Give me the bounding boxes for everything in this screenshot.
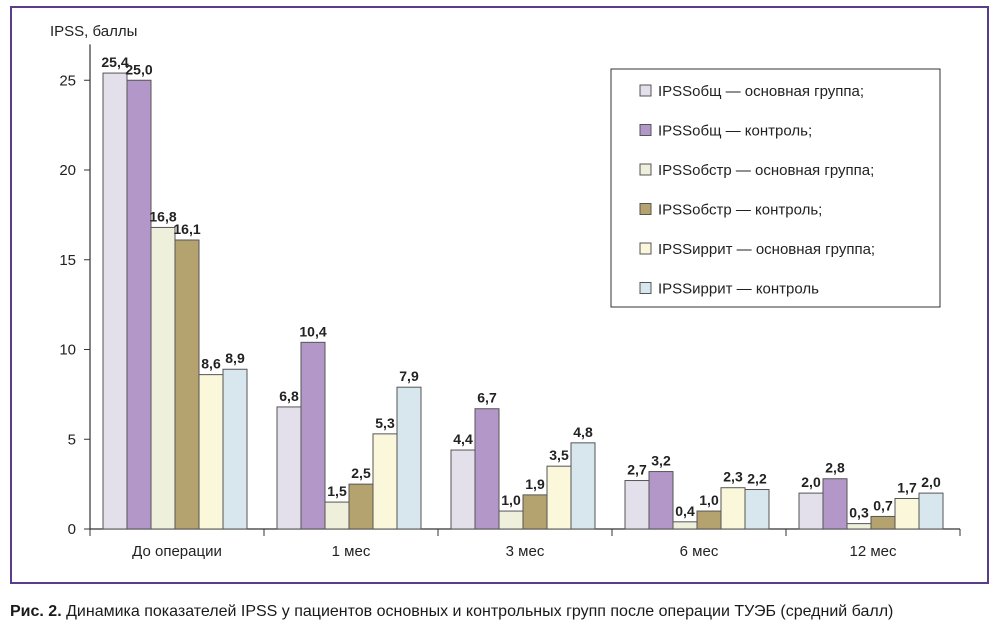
x-tick-label: 1 мес bbox=[332, 543, 371, 560]
bar bbox=[696, 510, 722, 530]
bar-value-label: 25,4 bbox=[101, 54, 128, 70]
bar-value-label: 4,4 bbox=[453, 431, 473, 447]
bar-chart: 0 5 10 15 20 25 IPSS, баллы До операции 1 мес 3 м… bbox=[50, 23, 961, 560]
x-tick-label: 3 мес bbox=[506, 543, 545, 560]
bar-value-label: 7,9 bbox=[399, 368, 419, 384]
bar bbox=[570, 442, 596, 530]
chart-data-labels: 25,425,0 16,816,1 8,6 8,9 6,8 10,4 1,52,5 5,3 7,… bbox=[101, 54, 941, 521]
bar bbox=[174, 239, 200, 530]
bar-value-label: 16,8 bbox=[149, 208, 176, 224]
bar bbox=[126, 79, 152, 530]
bar bbox=[546, 465, 572, 530]
bar-value-label: 0,7 bbox=[873, 497, 893, 513]
bar bbox=[720, 487, 746, 530]
bar-value-label: 4,8 bbox=[573, 424, 593, 440]
bar bbox=[744, 489, 770, 530]
y-tick-label: 20 bbox=[59, 162, 76, 179]
bar bbox=[198, 374, 224, 530]
legend-swatch bbox=[639, 242, 652, 255]
bar bbox=[276, 406, 302, 530]
bar bbox=[522, 494, 548, 530]
legend-swatch bbox=[639, 203, 652, 215]
legend-swatch bbox=[639, 124, 652, 136]
x-tick-label: 6 мес bbox=[680, 543, 719, 560]
bar bbox=[822, 478, 848, 530]
x-tick-label: До операции bbox=[132, 543, 222, 560]
y-tick-label: 15 bbox=[59, 252, 76, 269]
bar-value-label: 2,0 bbox=[801, 474, 821, 490]
bar-value-label: 10,4 bbox=[299, 323, 326, 339]
bar bbox=[918, 492, 944, 530]
legend-entry: IPSSобщ — основная группа; bbox=[658, 83, 864, 100]
bar-value-label: 2,0 bbox=[921, 474, 941, 490]
legend-swatch bbox=[639, 163, 652, 176]
bar bbox=[870, 515, 896, 530]
bar bbox=[624, 480, 650, 530]
bar bbox=[102, 72, 128, 530]
bar bbox=[348, 483, 374, 530]
y-axis-label: IPSS, баллы bbox=[50, 23, 137, 40]
y-tick-label: 10 bbox=[59, 342, 76, 359]
bar-value-label: 5,3 bbox=[375, 415, 395, 431]
bar-value-label: 1,7 bbox=[897, 479, 917, 495]
bar bbox=[450, 449, 476, 530]
y-tick-label: 0 bbox=[68, 521, 76, 538]
bar-value-label: 25,0 bbox=[125, 61, 152, 77]
bar-value-label: 2,2 bbox=[747, 471, 767, 487]
bar-value-label: 0,3 bbox=[849, 505, 869, 521]
bar-value-label: 6,7 bbox=[477, 390, 497, 406]
x-tick-label: 12 мес bbox=[849, 543, 897, 560]
bar-value-label: 3,5 bbox=[549, 447, 569, 463]
bar-value-label: 0,4 bbox=[675, 503, 695, 519]
bar-value-label: 6,8 bbox=[279, 388, 299, 404]
bar-value-label: 8,9 bbox=[225, 350, 245, 366]
bar bbox=[222, 368, 248, 530]
figure-caption: Рис. 2. Динамика показателей IPSS у паци… bbox=[10, 603, 893, 621]
bar bbox=[672, 521, 698, 530]
bar-value-label: 2,7 bbox=[627, 462, 647, 478]
bar bbox=[798, 492, 824, 530]
legend-entry: IPSSиррит — контроль bbox=[658, 281, 819, 298]
legend-box bbox=[610, 68, 941, 308]
bar-value-label: 1,0 bbox=[501, 492, 521, 508]
legend-swatch bbox=[639, 282, 652, 294]
legend-entry: IPSSобстр — основная группа; bbox=[658, 162, 874, 179]
legend-entry: IPSSиррит — основная группа; bbox=[658, 241, 875, 258]
figure-frame bbox=[10, 6, 989, 584]
bar bbox=[396, 386, 422, 530]
bar bbox=[372, 433, 398, 530]
bar bbox=[498, 510, 524, 530]
bar-value-label: 1,9 bbox=[525, 476, 545, 492]
y-tick-label: 5 bbox=[68, 431, 76, 448]
bar-value-label: 16,1 bbox=[173, 221, 200, 237]
chart-bars bbox=[102, 72, 944, 530]
bar-value-label: 1,0 bbox=[699, 492, 719, 508]
bar bbox=[648, 471, 674, 530]
bar-value-label: 3,2 bbox=[651, 453, 671, 469]
caption-label: Рис. 2. bbox=[10, 603, 62, 620]
bar bbox=[474, 408, 500, 530]
bar-value-label: 2,5 bbox=[351, 465, 371, 481]
legend-entry: IPSSобстр — контроль; bbox=[658, 202, 822, 219]
bar-value-label: 2,8 bbox=[825, 460, 845, 476]
bar bbox=[324, 501, 350, 530]
caption-text: Динамика показателей IPSS у пациентов ос… bbox=[66, 603, 894, 620]
legend-entry: IPSSобщ — контроль; bbox=[658, 123, 812, 140]
bar-value-label: 8,6 bbox=[201, 356, 221, 372]
bar bbox=[846, 523, 872, 530]
bar-value-label: 1,5 bbox=[327, 483, 347, 499]
chart-legend: IPSSобщ — основная группа; IPSSобщ — конт… bbox=[610, 68, 941, 308]
y-tick-label: 25 bbox=[59, 72, 76, 89]
chart-axes: 0 5 10 15 20 25 IPSS, баллы До операции 1 мес 3 м… bbox=[50, 23, 961, 560]
legend-swatch bbox=[639, 84, 652, 97]
bar bbox=[894, 497, 920, 530]
bar-value-label: 2,3 bbox=[723, 469, 743, 485]
bar bbox=[300, 341, 326, 530]
bar bbox=[150, 226, 176, 530]
